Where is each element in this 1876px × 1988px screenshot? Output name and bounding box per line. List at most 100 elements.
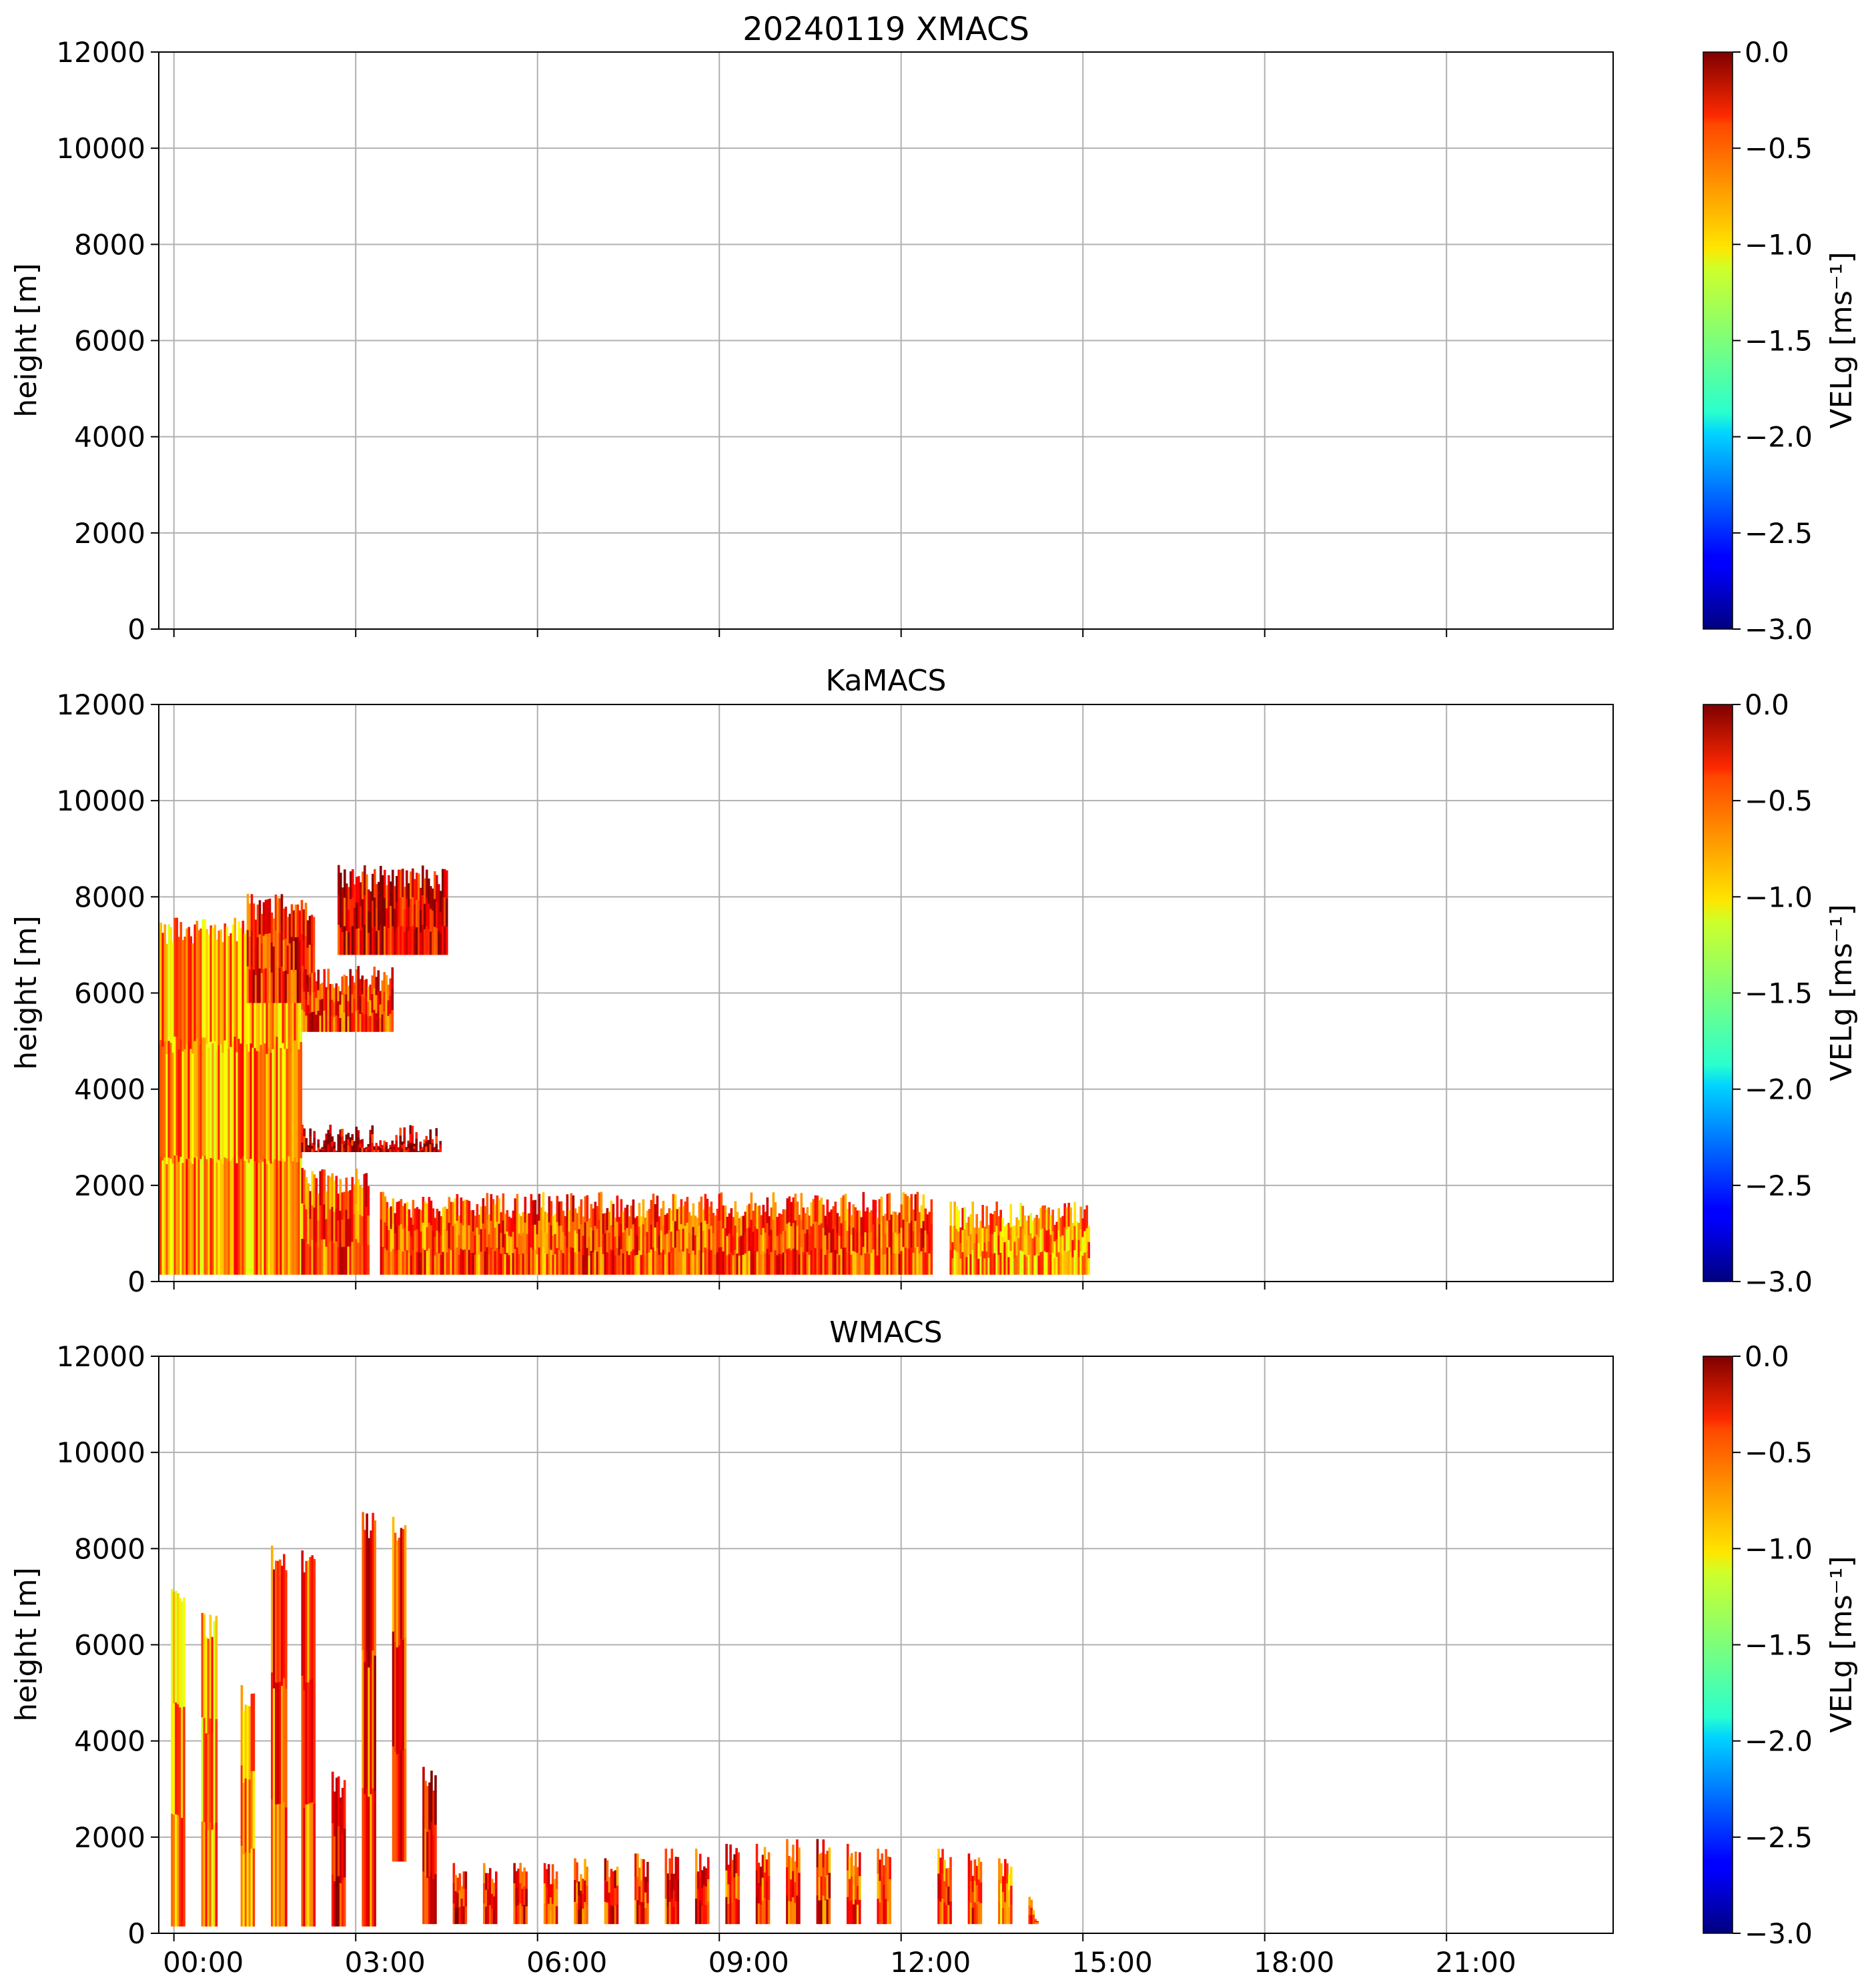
echo-strip: [796, 1225, 799, 1251]
echo-strip: [371, 994, 374, 1013]
echo-strip: [662, 1225, 665, 1251]
echo-strip: [514, 1249, 517, 1275]
echo-strip: [580, 1199, 583, 1225]
echo-strip: [716, 1252, 719, 1275]
echo-strip: [729, 1897, 732, 1925]
echo-strip: [666, 1907, 670, 1925]
echo-strip: [403, 1127, 406, 1136]
echo-strip: [748, 1203, 751, 1228]
echo-strip: [594, 1201, 597, 1227]
echo-strip: [301, 1203, 304, 1239]
echo-strip: [1005, 1223, 1008, 1241]
echo-strip: [1030, 1899, 1033, 1909]
echo-strip: [385, 975, 388, 995]
echo-strip: [971, 1201, 974, 1227]
echo-region: [846, 1843, 861, 1925]
echo-strip: [426, 1786, 429, 1833]
echo-strip: [547, 1864, 550, 1885]
echo-strip: [388, 1207, 391, 1231]
echo-strip: [418, 1231, 421, 1254]
echo-strip: [733, 1900, 736, 1925]
echo-strip: [1027, 1235, 1030, 1256]
echo-strip: [947, 1905, 950, 1925]
echo-strip: [987, 1258, 990, 1275]
echo-strip: [294, 969, 298, 1003]
echo-strip: [189, 1161, 193, 1275]
echo-strip: [246, 1159, 249, 1275]
echo-strip: [1036, 1923, 1039, 1925]
echo-strip: [343, 1147, 346, 1152]
echo-strip: [808, 1235, 811, 1256]
echo-strip: [294, 1040, 297, 1158]
echo-strip: [896, 1215, 899, 1235]
echo-strip: [203, 1718, 206, 1823]
echo-strip: [341, 1219, 344, 1248]
echo-strip: [638, 1203, 641, 1227]
echo-strip: [552, 1254, 555, 1275]
echo-strip: [392, 1198, 395, 1224]
echo-strip: [411, 897, 414, 927]
echo-strip: [365, 1148, 368, 1151]
echo-strip: [812, 1199, 815, 1225]
echo-strip: [407, 1147, 410, 1152]
echo-strip: [400, 1249, 403, 1275]
echo-strip: [359, 1244, 362, 1275]
echo-strip: [620, 1249, 623, 1275]
echo-strip: [1043, 1205, 1046, 1229]
echo-strip: [808, 1215, 811, 1236]
echo-strip: [244, 1704, 248, 1779]
echo-strip: [967, 1877, 971, 1901]
echo-strip: [268, 1047, 271, 1161]
echo-strip: [1028, 1905, 1031, 1915]
echo-strip: [674, 1857, 678, 1880]
echo-strip: [578, 1229, 581, 1252]
echo-strip: [415, 873, 418, 901]
echo-strip: [349, 1141, 352, 1147]
echo-strip: [396, 1201, 399, 1227]
echo-strip: [852, 1251, 855, 1275]
echo-strip: [766, 1197, 769, 1223]
echo-strip: [431, 932, 434, 955]
echo-strip: [374, 1520, 376, 1656]
echo-strip: [325, 1191, 328, 1219]
echo-strip: [357, 1242, 360, 1275]
echo-strip: [612, 1889, 615, 1907]
y-tick-label: 10000: [56, 785, 145, 817]
echo-strip: [490, 1879, 494, 1895]
echo-strip: [379, 1143, 382, 1149]
echo-strip: [413, 1149, 416, 1152]
echo-strip: [517, 1905, 520, 1925]
echo-strip: [361, 1013, 364, 1032]
echo-strip: [722, 1205, 725, 1229]
echo-strip: [386, 1225, 389, 1251]
echo-strip: [300, 934, 304, 969]
echo-strip: [207, 1734, 210, 1831]
echo-strip: [704, 1247, 707, 1275]
echo-strip: [396, 1754, 399, 1862]
echo-strip: [319, 999, 322, 1016]
echo-strip: [534, 1224, 537, 1250]
echo-strip: [885, 1849, 887, 1875]
echo-strip: [738, 1237, 741, 1256]
echo-strip: [792, 1897, 795, 1925]
echo-strip: [989, 1233, 992, 1255]
echo-strip: [1004, 1859, 1007, 1881]
echo-strip: [278, 1160, 281, 1275]
echo-region: [604, 1858, 619, 1925]
echo-strip: [387, 1148, 390, 1150]
echo-strip: [1073, 1201, 1076, 1227]
echo-strip: [213, 1722, 216, 1825]
echo-strip: [227, 936, 231, 1049]
echo-strip: [389, 996, 392, 1015]
echo-strip: [564, 1255, 567, 1275]
echo-strip: [351, 1209, 354, 1243]
echo-strip: [327, 1208, 330, 1242]
echo-strip: [427, 878, 430, 905]
echo-strip: [828, 1232, 831, 1254]
echo-strip: [1049, 1234, 1052, 1256]
echo-strip: [544, 1232, 547, 1254]
echo-strip: [704, 1220, 707, 1248]
echo-strip: [285, 1807, 288, 1927]
echo-strip: [395, 1135, 398, 1141]
echo-strip: [437, 1150, 440, 1151]
